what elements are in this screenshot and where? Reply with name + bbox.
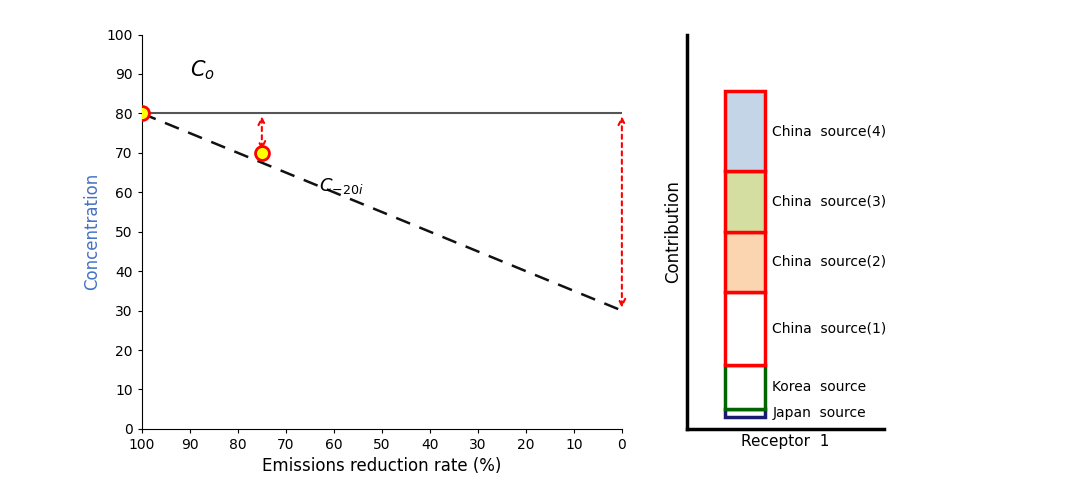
Bar [724,232,765,292]
Y-axis label: Contribution: Contribution [663,180,682,283]
Text: China  source(3): China source(3) [772,195,886,209]
Text: China  source(2): China source(2) [772,255,886,269]
Bar [724,292,765,364]
Text: Japan  source: Japan source [772,406,866,420]
Text: $C_{-20i}$: $C_{-20i}$ [320,176,364,197]
Bar [724,172,765,232]
Bar [724,364,765,409]
Text: China  source(1): China source(1) [772,321,887,335]
Bar [724,91,765,172]
Bar [724,409,765,417]
X-axis label: Emissions reduction rate (%): Emissions reduction rate (%) [262,458,502,475]
Text: China  source(4): China source(4) [772,124,886,138]
Text: Korea  source: Korea source [772,380,866,393]
Text: $C_o$: $C_o$ [190,58,215,82]
X-axis label: Receptor  1: Receptor 1 [741,434,830,450]
Y-axis label: Concentration: Concentration [83,173,100,290]
